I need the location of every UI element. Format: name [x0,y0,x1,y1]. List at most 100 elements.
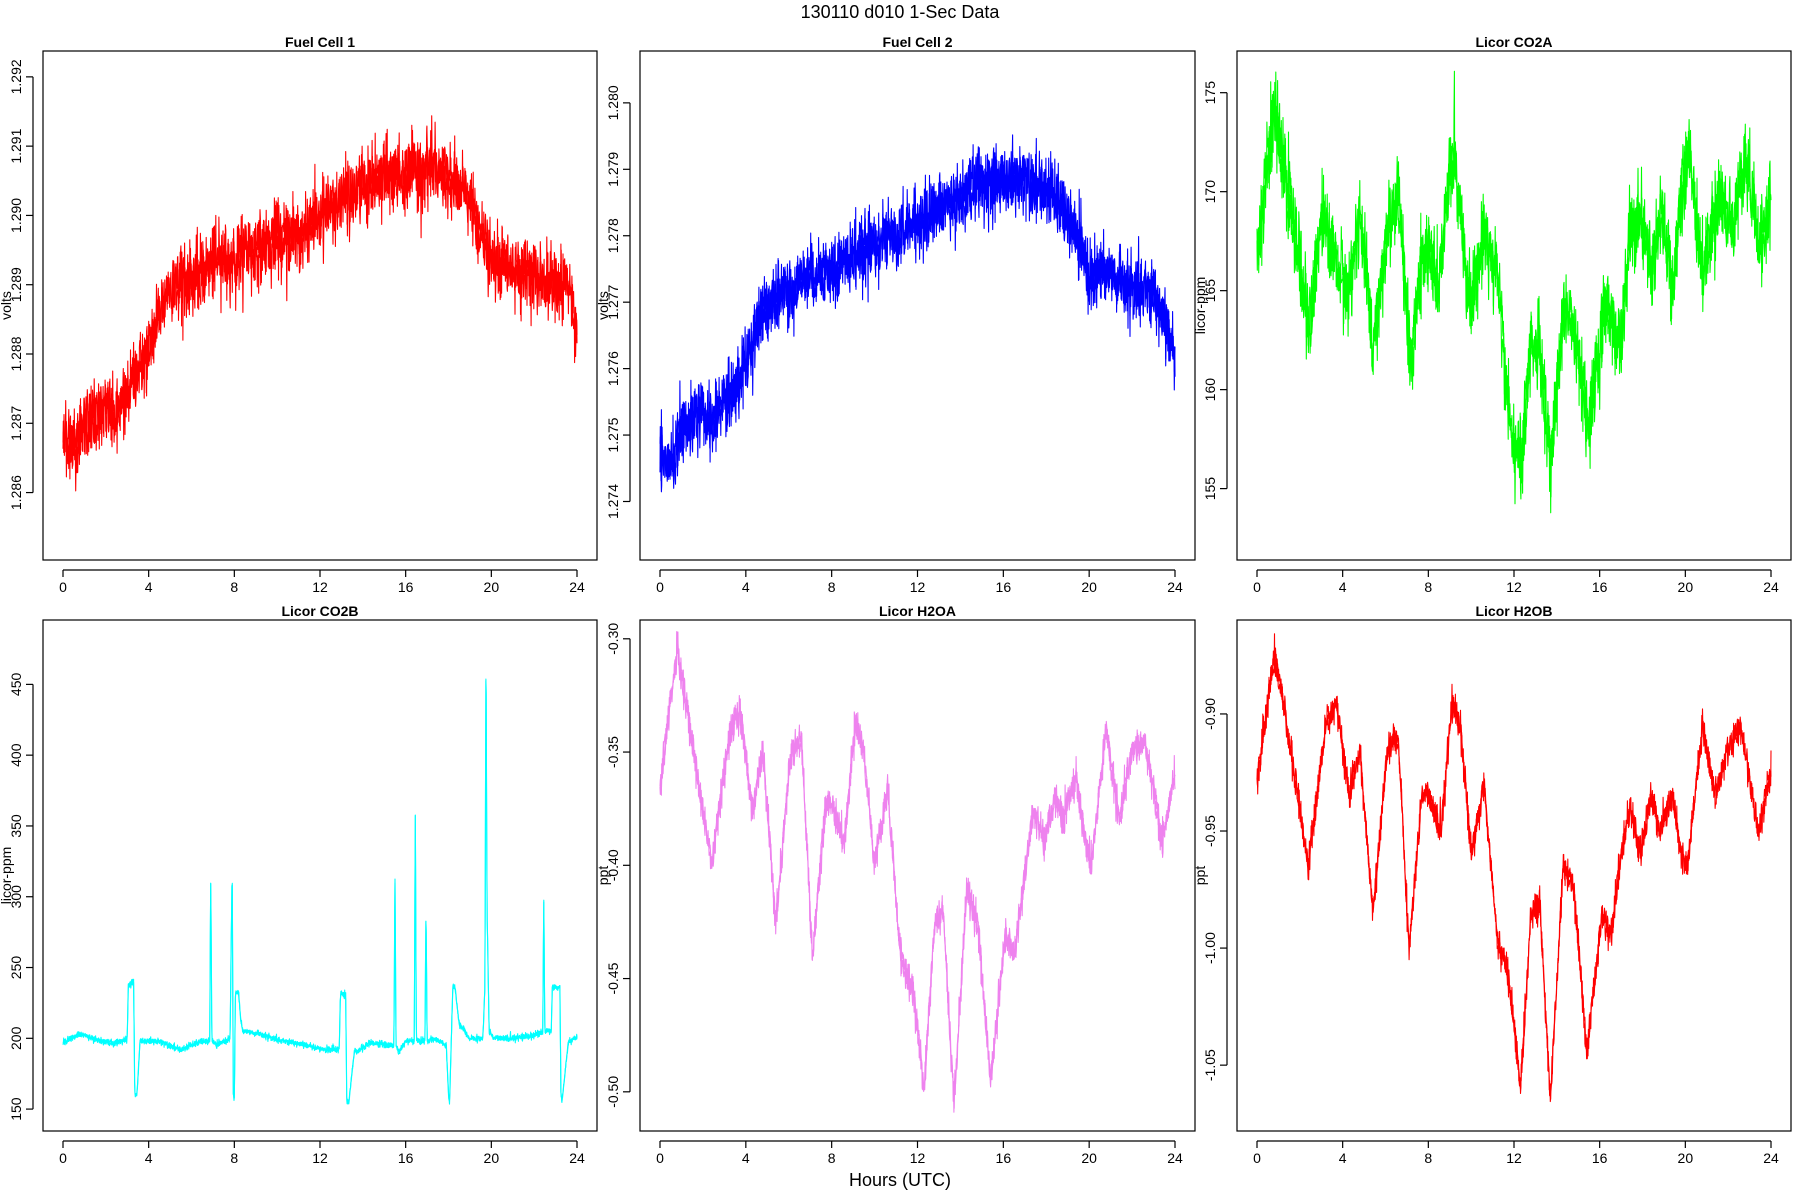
y-tick-label: 1.277 [605,284,621,319]
plot-frame [1236,619,1792,1132]
y-tick-label: 200 [8,1026,24,1050]
x-tick-label: 24 [1167,579,1183,595]
y-tick-label: 160 [1202,378,1218,402]
x-tick-label: 24 [569,579,585,595]
y-tick-label: 170 [1202,180,1218,204]
x-tick-label: 20 [1678,1150,1694,1166]
panel-3: Licor CO2A licor-ppm 0 4 8 12 16 20 24 155 160 165 1… [1192,34,1792,595]
panel-title: Licor CO2A [1475,34,1552,50]
x-tick-label: 20 [484,579,500,595]
y-tick-label: 175 [1202,81,1218,105]
x-tick-label: 12 [1506,1150,1522,1166]
x-tick-label: 8 [230,579,238,595]
y-tick-label: 1.291 [8,128,24,163]
y-tick-label: 1.275 [605,417,621,452]
y-tick-label: 1.278 [605,218,621,253]
x-tick-label: 4 [145,579,153,595]
x-tick-label: 12 [312,579,328,595]
series-line-noise [62,121,578,480]
y-tick-label: 1.280 [605,85,621,120]
x-tick-label: 8 [230,1150,238,1166]
panel-title: Licor CO2B [281,603,358,619]
y-tick-label: 250 [8,956,24,980]
y-tick-label: -1.05 [1202,1049,1218,1081]
panel-title: Fuel Cell 1 [285,34,355,50]
x-tick-label: 16 [398,1150,414,1166]
y-tick-label: 1.289 [8,267,24,302]
y-tick-label: -0.95 [1202,815,1218,847]
x-tick-label: 16 [1592,579,1608,595]
x-tick-label: 4 [1339,579,1347,595]
y-tick-label: -0.35 [605,736,621,768]
x-tick-label: 8 [1424,579,1432,595]
series-line [62,115,578,492]
x-tick-label: 20 [1678,579,1694,595]
y-tick-label: 1.292 [8,59,24,94]
figure-title: 130110 d010 1-Sec Data [800,2,1000,22]
panel-4: Licor CO2B licor-ppm 0 4 8 12 16 20 24 150 200 250 3… [0,603,598,1166]
series-line-noise [1256,633,1772,1103]
x-tick-label: 0 [656,1150,664,1166]
x-tick-label: 12 [910,579,926,595]
x-tick-label: 4 [742,579,750,595]
y-tick-label: 300 [8,885,24,909]
x-tick-label: 0 [1253,579,1261,595]
x-tick-label: 12 [1506,579,1522,595]
y-tick-label: -0.90 [1202,698,1218,730]
series-line-noise [1256,81,1772,500]
y-tick-label: 155 [1202,477,1218,501]
series-line-noise [659,137,1176,493]
y-tick-label: 400 [8,743,24,767]
panel-5: Licor H2OA ppt 0 4 8 12 16 20 24 -0.50 -0.45 -0.40 -… [595,603,1196,1166]
panel-title: Licor H2OB [1475,603,1552,619]
series-line [659,134,1176,489]
figure-xlabel: Hours (UTC) [849,1170,951,1190]
y-tick-label: 1.287 [8,406,24,441]
y-tick-label: -0.30 [605,623,621,655]
y-axis-label: ppt [1192,866,1208,886]
panel-title: Licor H2OA [879,603,956,619]
y-axis-label: volts [0,291,14,320]
y-tick-label: 1.286 [8,475,24,510]
x-tick-label: 8 [828,579,836,595]
plot-frame [639,619,1196,1132]
x-tick-label: 0 [59,1150,67,1166]
x-tick-label: 24 [1167,1150,1183,1166]
plot-frame [1236,50,1792,561]
y-axis-label: volts [595,291,611,320]
y-tick-label: 1.279 [605,152,621,187]
x-tick-label: 16 [996,1150,1012,1166]
x-tick-label: 20 [484,1150,500,1166]
y-tick-label: -0.50 [605,1076,621,1108]
x-tick-label: 16 [398,579,414,595]
y-tick-label: 1.276 [605,351,621,386]
y-tick-label: 1.290 [8,198,24,233]
x-tick-label: 4 [1339,1150,1347,1166]
y-tick-label: -0.45 [605,962,621,994]
x-tick-label: 24 [1763,1150,1779,1166]
x-tick-label: 20 [1081,579,1097,595]
plot-frame [42,50,598,561]
x-tick-label: 4 [742,1150,750,1166]
x-tick-label: 8 [1424,1150,1432,1166]
x-tick-label: 4 [145,1150,153,1166]
panel-title: Fuel Cell 2 [882,34,952,50]
x-tick-label: 20 [1081,1150,1097,1166]
plot-frame [42,619,598,1132]
y-tick-label: 1.288 [8,336,24,371]
series-line-noise [62,678,578,1105]
x-tick-label: 24 [1763,579,1779,595]
y-tick-label: 450 [8,672,24,696]
panel-1: Fuel Cell 1 volts 0 4 8 12 16 20 24 1.286 1.287 1.2… [0,34,598,595]
x-tick-label: 0 [59,579,67,595]
x-tick-label: 8 [828,1150,836,1166]
panel-6: Licor H2OB ppt 0 4 8 12 16 20 24 -1.05 -1.00 -0.95 -… [1192,603,1792,1166]
y-tick-label: 165 [1202,279,1218,303]
y-tick-label: -0.40 [605,849,621,881]
x-tick-label: 0 [656,579,664,595]
x-tick-label: 0 [1253,1150,1261,1166]
y-tick-label: -1.00 [1202,932,1218,964]
x-tick-label: 12 [910,1150,926,1166]
